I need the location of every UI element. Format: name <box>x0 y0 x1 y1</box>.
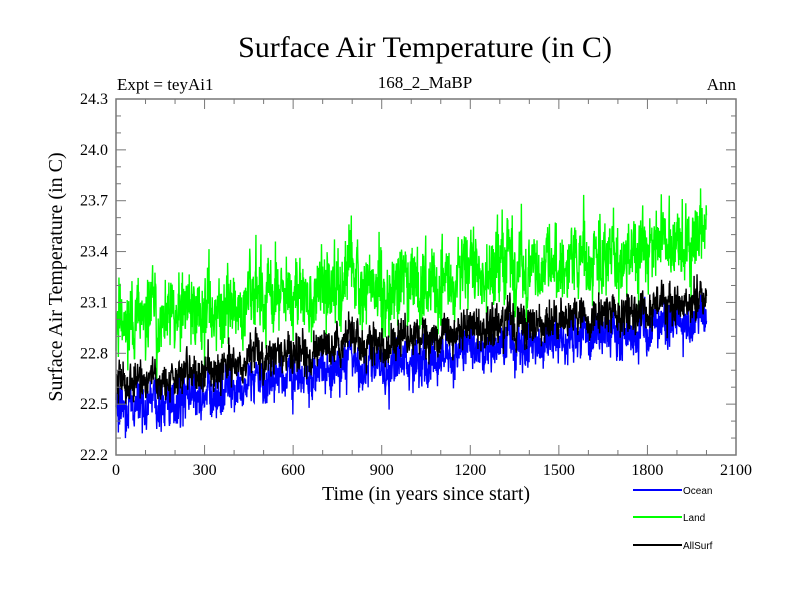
y-axis-label: Surface Air Temperature (in C) <box>45 152 67 401</box>
experiment-label: Expt = teyAi1 <box>117 75 213 94</box>
legend: Ocean Land AllSurf <box>633 486 713 552</box>
x-tick-label: 1200 <box>454 462 486 479</box>
legend-label-allsurf: AllSurf <box>683 541 713 552</box>
legend-label-ocean: Ocean <box>683 486 712 497</box>
series-line-land <box>115 188 708 379</box>
x-tick-label: 900 <box>370 462 394 479</box>
run-label: 168_2_MaBP <box>378 73 472 92</box>
chart-title: Surface Air Temperature (in C) <box>238 31 612 64</box>
x-tick-label: 600 <box>281 462 305 479</box>
y-tick-label: 24.3 <box>80 91 108 108</box>
series-layer <box>115 188 708 439</box>
y-tick-label: 23.7 <box>80 193 108 210</box>
legend-label-land: Land <box>683 513 705 524</box>
y-tick-label: 24.0 <box>80 142 108 159</box>
y-tick-label: 22.2 <box>80 447 108 464</box>
x-tick-label: 1800 <box>631 462 663 479</box>
series-line-allsurf <box>115 274 708 405</box>
ticks-layer <box>115 98 737 456</box>
x-tick-label: 300 <box>193 462 217 479</box>
tick-labels-layer: 0 300 600 900 1200 1500 1800 2100 22.2 22.5 22.8 23… <box>80 91 752 479</box>
season-label: Ann <box>707 75 737 94</box>
x-axis-label: Time (in years since start) <box>322 483 530 505</box>
x-tick-label: 0 <box>112 462 120 479</box>
y-tick-label: 22.8 <box>80 345 108 362</box>
x-tick-label: 1500 <box>543 462 575 479</box>
x-tick-label: 2100 <box>720 462 752 479</box>
plot-frame <box>115 98 737 456</box>
y-tick-label: 22.5 <box>80 396 108 413</box>
y-tick-label: 23.4 <box>80 244 108 261</box>
y-tick-label: 23.1 <box>80 294 108 311</box>
